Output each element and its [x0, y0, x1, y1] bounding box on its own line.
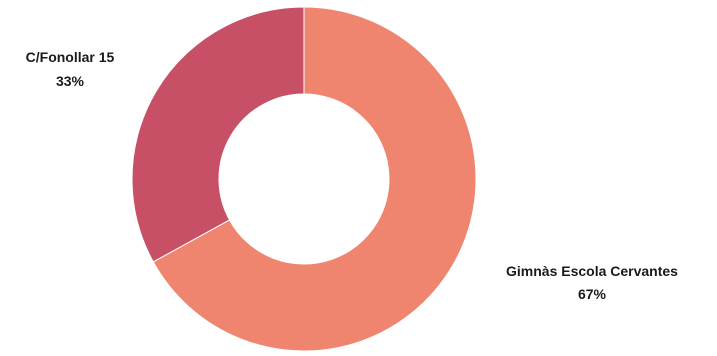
slice-label-1-percent: 33%	[56, 73, 85, 89]
slice-label-1-name: C/Fonollar 15	[26, 49, 115, 65]
donut-slice-0	[152, 6, 477, 352]
slice-label-0-percent: 67%	[578, 286, 607, 302]
slice-label-0-name: Gimnàs Escola Cervantes	[506, 263, 678, 279]
slices	[131, 6, 477, 352]
donut-slice-1	[131, 6, 305, 263]
